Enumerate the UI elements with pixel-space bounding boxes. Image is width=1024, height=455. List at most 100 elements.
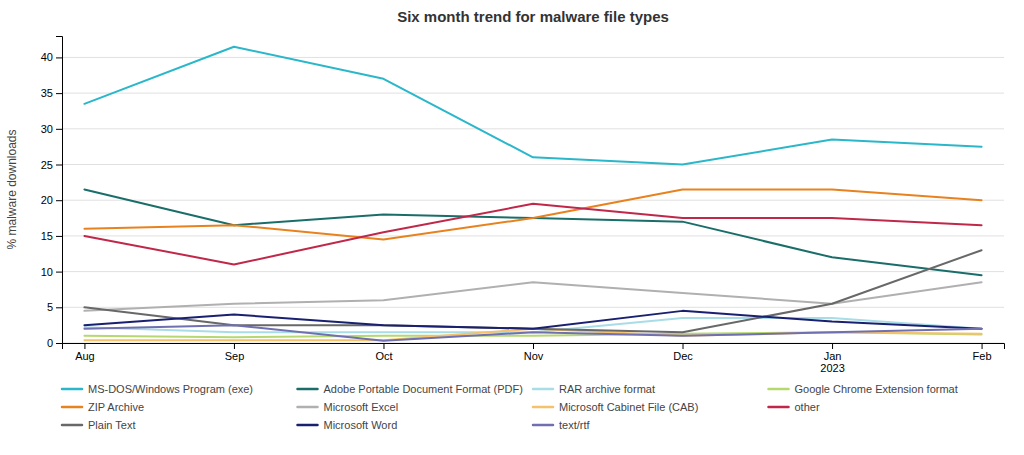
tick-label-line: Jan <box>824 350 842 362</box>
legend-item: Plain Text <box>62 419 136 431</box>
tick: 35 <box>41 87 62 99</box>
legend-item: text/rtf <box>533 419 591 431</box>
lines <box>84 47 981 341</box>
tick-label: Dec <box>673 350 693 362</box>
legend-label: Plain Text <box>88 419 136 431</box>
legend-item: Adobe Portable Document Format (PDF) <box>298 383 523 395</box>
tick-mark <box>533 343 534 349</box>
axis-line <box>56 37 63 344</box>
legend-label: ZIP Archive <box>88 401 144 413</box>
tick-mark <box>683 343 684 349</box>
series-line <box>84 190 981 276</box>
legend-swatch <box>533 406 553 409</box>
tick: 15 <box>41 230 62 242</box>
legend: MS-DOS/Windows Program (exe) Adobe Portab… <box>62 383 958 431</box>
grid-line <box>62 235 1004 236</box>
tick-mark <box>982 343 983 349</box>
tick-label: 35 <box>41 87 53 99</box>
tick-label: Jan2023 <box>820 350 844 375</box>
tick-mark <box>383 343 384 349</box>
tick: Oct <box>375 343 392 362</box>
series-line <box>84 325 981 341</box>
tick: 5 <box>47 301 62 313</box>
tick: 10 <box>41 266 62 278</box>
tick-label: 10 <box>41 266 53 278</box>
series-line <box>84 282 981 311</box>
legend-swatch <box>298 388 318 391</box>
tick-mark <box>56 272 62 273</box>
legend-item: MS-DOS/Windows Program (exe) <box>62 383 253 395</box>
tick: Feb <box>973 343 992 362</box>
legend-swatch <box>533 424 553 427</box>
title: Six month trend for malware file types <box>397 8 669 25</box>
tick: 40 <box>41 51 62 63</box>
legend-label: other <box>795 401 820 413</box>
grid <box>62 57 1004 343</box>
tick: Sep <box>225 343 245 362</box>
legend-swatch <box>62 424 82 427</box>
series-line <box>84 190 981 240</box>
tick: 0 <box>47 337 62 349</box>
tick-mark <box>832 343 833 349</box>
series-line <box>84 204 981 265</box>
tick-label-line: Feb <box>973 350 992 362</box>
legend-swatch <box>533 388 553 391</box>
tick-label-line: Aug <box>75 350 95 362</box>
tick-label: 15 <box>41 230 53 242</box>
tick-label-line: Sep <box>225 350 245 362</box>
tick-label-line: 2023 <box>820 362 844 374</box>
tick: Nov <box>524 343 544 362</box>
legend-swatch <box>298 424 318 427</box>
legend-item: Microsoft Excel <box>298 401 399 413</box>
axis-line <box>63 344 1005 350</box>
tick-label: Aug <box>75 350 95 362</box>
x-axis: Aug Sep Oct Nov Dec Jan2023 Feb <box>63 343 1005 374</box>
series-line <box>84 47 981 165</box>
tick-label: 20 <box>41 194 53 206</box>
grid-line <box>62 271 1004 272</box>
tick-mark <box>56 93 62 94</box>
legend-item: Microsoft Word <box>298 419 398 431</box>
y-axis: 0 5 10 15 20 25 30 35 40 <box>41 37 63 350</box>
series-line <box>84 329 981 340</box>
tick-label: 0 <box>47 337 53 349</box>
legend-label: Adobe Portable Document Format (PDF) <box>324 383 523 395</box>
tick-mark <box>56 129 62 130</box>
tick: 25 <box>41 159 62 171</box>
legend-item: Google Chrome Extension format <box>769 383 958 395</box>
legend-swatch <box>769 406 789 409</box>
tick-mark <box>84 343 85 349</box>
y-axis-title: % malware downloads <box>5 129 19 249</box>
tick-label: 40 <box>41 51 53 63</box>
tick-label: Oct <box>375 350 392 362</box>
legend-label: Google Chrome Extension format <box>795 383 958 395</box>
tick-label-line: Nov <box>524 350 544 362</box>
tick-label-line: Oct <box>375 350 392 362</box>
series-line <box>84 250 981 332</box>
grid-line <box>62 164 1004 165</box>
legend-swatch <box>769 388 789 391</box>
legend-label: Microsoft Excel <box>324 401 399 413</box>
tick-label-line: Dec <box>673 350 693 362</box>
tick: Jan2023 <box>820 343 844 374</box>
grid-line <box>62 307 1004 308</box>
chart: 0 5 10 15 20 25 30 35 40 Aug Sep Oct Nov Dec Jan2023 Fe… <box>0 0 1024 455</box>
legend-swatch <box>62 406 82 409</box>
tick-label: 5 <box>47 301 53 313</box>
plot: 0 5 10 15 20 25 30 35 40 Aug Sep Oct Nov Dec Jan2023 Fe… <box>41 37 1005 375</box>
tick: Dec <box>673 343 693 362</box>
legend-swatch <box>298 406 318 409</box>
legend-item: Microsoft Cabinet File (CAB) <box>533 401 698 413</box>
legend-item: other <box>769 401 820 413</box>
tick-label: 25 <box>41 159 53 171</box>
legend-item: RAR archive format <box>533 383 655 395</box>
tick-mark <box>56 57 62 58</box>
tick-mark <box>56 343 62 344</box>
legend-label: Microsoft Word <box>324 419 398 431</box>
tick-label: Sep <box>225 350 245 362</box>
tick: 30 <box>41 123 62 135</box>
grid-line <box>62 93 1004 94</box>
tick-mark <box>56 236 62 237</box>
legend-label: MS-DOS/Windows Program (exe) <box>88 383 253 395</box>
tick-label: 30 <box>41 123 53 135</box>
